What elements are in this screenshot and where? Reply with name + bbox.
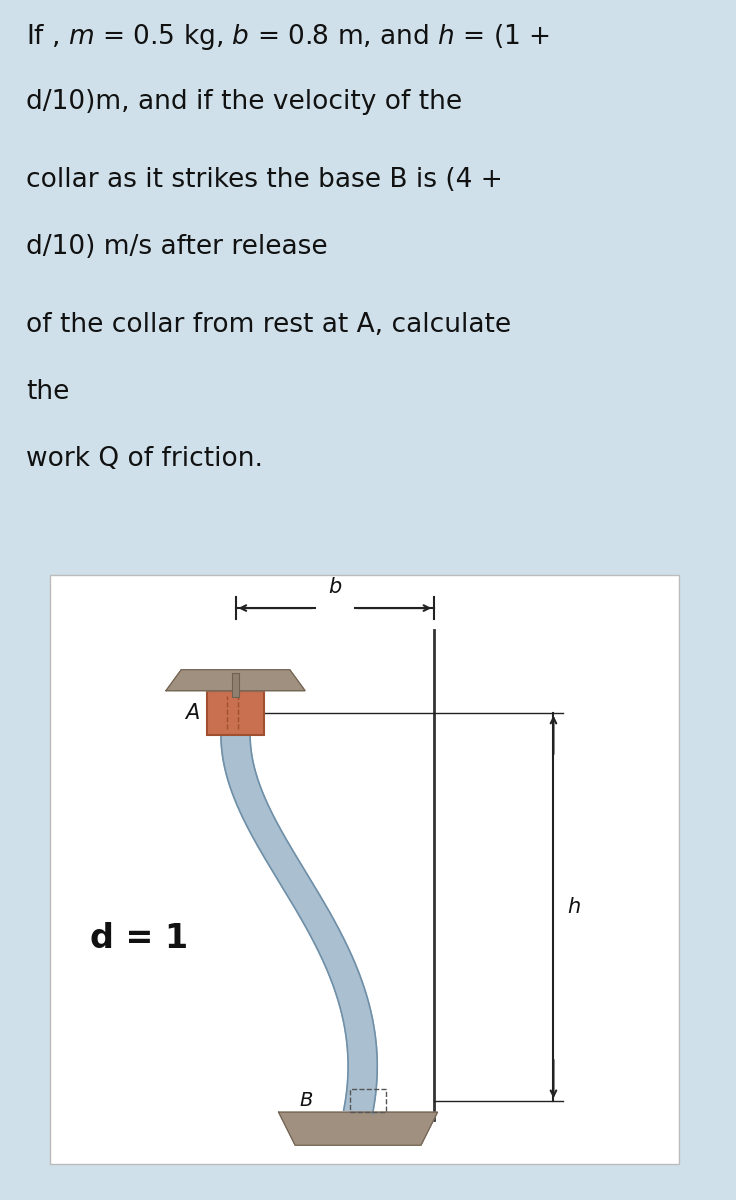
- Bar: [350, 1090, 386, 1112]
- Polygon shape: [166, 670, 305, 691]
- Text: d = 1: d = 1: [90, 922, 188, 955]
- Text: the: the: [26, 379, 69, 406]
- Text: If , $\it{m}$ = 0.5 kg, $\it{b}$ = 0.8 m, and $\it{h}$ = (1 +: If , $\it{m}$ = 0.5 kg, $\it{b}$ = 0.8 m…: [26, 23, 550, 53]
- Text: work Q of friction.: work Q of friction.: [26, 446, 263, 473]
- Bar: [208, 691, 263, 734]
- Text: d/10) m/s after release: d/10) m/s after release: [26, 234, 328, 260]
- Text: $h$: $h$: [567, 896, 581, 917]
- Polygon shape: [221, 734, 378, 1114]
- Text: $b$: $b$: [328, 577, 342, 598]
- Text: of the collar from rest at A, calculate: of the collar from rest at A, calculate: [26, 312, 511, 338]
- Polygon shape: [278, 1112, 438, 1145]
- Text: A: A: [185, 703, 199, 722]
- Text: B: B: [300, 1091, 313, 1110]
- Text: d/10)m, and if the velocity of the: d/10)m, and if the velocity of the: [26, 89, 462, 115]
- Bar: [232, 672, 239, 697]
- Text: collar as it strikes the base B is (4 +: collar as it strikes the base B is (4 +: [26, 168, 503, 193]
